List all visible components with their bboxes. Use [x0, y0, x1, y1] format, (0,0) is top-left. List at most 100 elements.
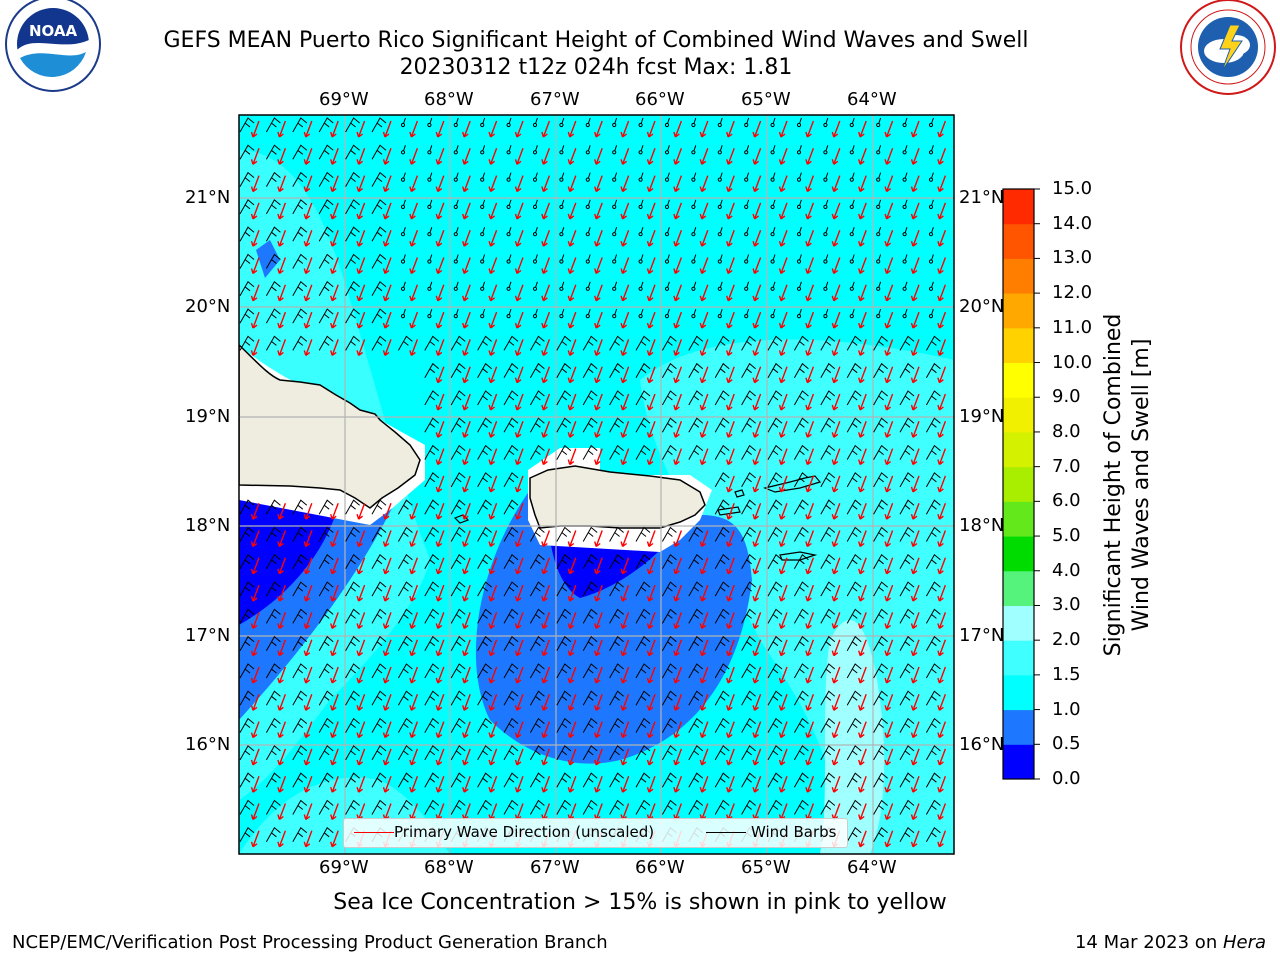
wave-direction-arrow — [303, 257, 313, 275]
wind-barb — [846, 608, 862, 624]
wind-barb — [292, 717, 308, 733]
wind-barb — [424, 663, 440, 679]
wind-barb — [661, 444, 677, 460]
wave-direction-arrow — [752, 530, 762, 548]
wind-barb — [582, 690, 598, 706]
wave-direction-arrow — [752, 311, 762, 329]
wave-direction-arrow — [910, 284, 920, 302]
wind-barb — [635, 335, 651, 351]
colorbar-tick-label: 5.0 — [1052, 525, 1081, 547]
wave-direction-arrow — [937, 148, 947, 165]
lon-tick-top-67w: 67°W — [530, 89, 580, 110]
wave-direction-arrow — [567, 148, 577, 165]
wave-height-field-0.5-1.0-south-pr — [475, 490, 752, 764]
wind-barb — [397, 526, 413, 542]
wave-direction-arrow — [330, 175, 339, 193]
wave-direction-arrow — [488, 448, 498, 466]
wind-barb — [450, 554, 466, 570]
wind-barb — [793, 799, 809, 815]
wind-barb — [638, 117, 644, 128]
wave-direction-arrow — [514, 120, 524, 138]
wave-direction-arrow — [541, 339, 551, 356]
wind-barb — [318, 690, 334, 706]
wave-direction-arrow — [805, 584, 815, 602]
colorbar-bin — [1003, 258, 1034, 294]
wind-barb — [661, 526, 677, 542]
wind-barb — [714, 608, 730, 624]
wave-direction-arrow — [620, 421, 630, 438]
wave-direction-arrow — [303, 775, 313, 793]
wave-direction-arrow — [752, 448, 762, 466]
wave-direction-arrow — [937, 557, 947, 575]
wave-direction-arrow — [646, 148, 656, 165]
wind-barb — [741, 608, 756, 624]
wind-barb — [767, 390, 783, 406]
wind-barb — [691, 281, 697, 291]
wave-direction-arrow — [726, 721, 735, 739]
wind-barb — [427, 254, 433, 264]
wave-direction-arrow — [462, 721, 471, 739]
wind-barb — [503, 554, 519, 570]
wave-direction-arrow — [488, 721, 498, 739]
wave-direction-arrow — [594, 229, 603, 247]
wave-direction-arrow — [303, 175, 313, 193]
wind-barb — [744, 308, 750, 319]
wave-direction-arrow — [382, 530, 392, 548]
wave-direction-arrow — [937, 257, 947, 275]
wind-barb — [582, 417, 598, 433]
wave-direction-arrow — [620, 393, 630, 411]
wave-direction-arrow — [541, 311, 551, 329]
wind-barb — [793, 362, 809, 378]
colorbar-bin — [1003, 466, 1034, 502]
wave-direction-arrow — [435, 694, 445, 711]
wind-barb — [239, 117, 255, 133]
wind-barb — [925, 472, 941, 488]
wind-barb — [371, 554, 387, 570]
wind-barb — [556, 362, 572, 378]
wave-direction-arrow — [462, 366, 471, 384]
wave-direction-arrow — [514, 366, 524, 384]
wave-direction-arrow — [673, 639, 683, 657]
wave-direction-arrow — [831, 639, 841, 657]
wave-direction-arrow — [752, 175, 762, 193]
wave-direction-arrow — [514, 530, 524, 548]
wave-direction-arrow — [646, 721, 656, 739]
wind-barb — [846, 635, 862, 651]
wind-barb — [265, 663, 281, 679]
wind-barb — [532, 227, 538, 237]
wave-direction-arrow — [778, 475, 788, 493]
wave-direction-arrow — [884, 311, 894, 329]
wave-direction-arrow — [567, 448, 577, 466]
wave-direction-arrow — [462, 475, 471, 493]
wave-direction-arrow — [673, 775, 683, 793]
wind-barb — [265, 608, 281, 624]
wave-direction-arrow — [382, 120, 392, 138]
wind-barb — [820, 526, 836, 542]
wind-barb — [559, 172, 565, 182]
wave-direction-arrow — [488, 775, 498, 793]
wave-direction-arrow — [910, 393, 920, 411]
wave-direction-arrow — [752, 393, 762, 411]
wave-direction-arrow — [435, 639, 445, 657]
wave-direction-arrow — [673, 339, 683, 356]
wind-barb — [744, 199, 750, 209]
wave-direction-arrow — [277, 748, 287, 766]
wind-barb — [450, 745, 466, 761]
wave-direction-arrow — [435, 448, 445, 466]
wind-barb — [480, 145, 486, 155]
wind-barb — [796, 172, 802, 182]
chart-title: GEFS MEAN Puerto Rico Significant Height… — [163, 28, 1029, 53]
wave-direction-arrow — [330, 584, 339, 602]
wave-direction-arrow — [805, 421, 815, 438]
wave-direction-arrow — [382, 148, 392, 165]
wind-barb — [265, 199, 281, 215]
wind-barb — [453, 199, 459, 209]
wind-barb — [556, 581, 572, 597]
wind-barb — [265, 554, 281, 570]
wave-height-field-0.0-0.5-south-pr — [550, 540, 660, 598]
wave-direction-arrow — [726, 666, 735, 684]
wave-direction-arrow — [541, 202, 551, 220]
wind-barb — [318, 117, 334, 133]
wave-direction-arrow — [910, 803, 920, 821]
wind-barb — [925, 499, 941, 515]
